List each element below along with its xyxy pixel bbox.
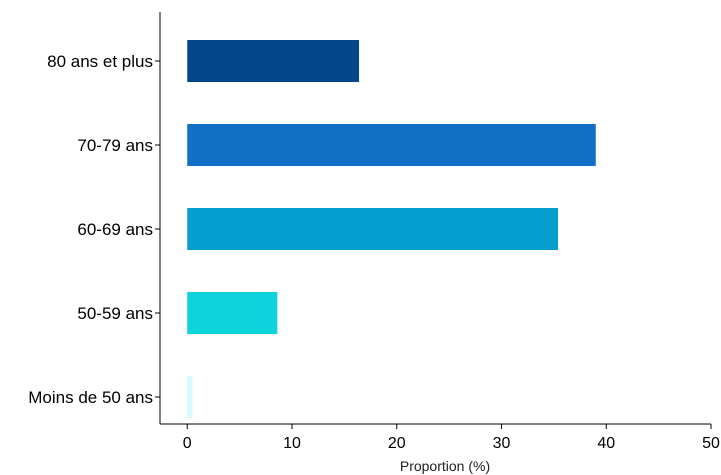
- bar-70-79-ans: [187, 124, 596, 166]
- x-axis-title: Proportion (%): [400, 458, 490, 474]
- category-label: Moins de 50 ans: [28, 388, 153, 407]
- bar-60-69-ans: [187, 208, 559, 250]
- category-label: 70-79 ans: [77, 136, 153, 155]
- category-label: 80 ans et plus: [47, 52, 153, 71]
- x-tick-label: 0: [183, 435, 192, 452]
- bar-moins-de-50-ans: [187, 376, 193, 418]
- x-tick-label: 50: [702, 435, 720, 452]
- bar-80-ans-et-plus: [187, 40, 360, 82]
- bar-50-59-ans: [187, 292, 278, 334]
- bars-group: [187, 40, 596, 418]
- x-ticks-group: 0 10 20 30 40 50: [183, 424, 720, 452]
- x-tick-label: 20: [388, 435, 406, 452]
- x-tick-label: 40: [597, 435, 615, 452]
- x-tick-label: 30: [493, 435, 511, 452]
- category-labels-group: 80 ans et plus 70-79 ans 60-69 ans 50-59 an…: [28, 52, 160, 407]
- category-label: 60-69 ans: [77, 220, 153, 239]
- category-label: 50-59 ans: [77, 304, 153, 323]
- x-tick-label: 10: [283, 435, 301, 452]
